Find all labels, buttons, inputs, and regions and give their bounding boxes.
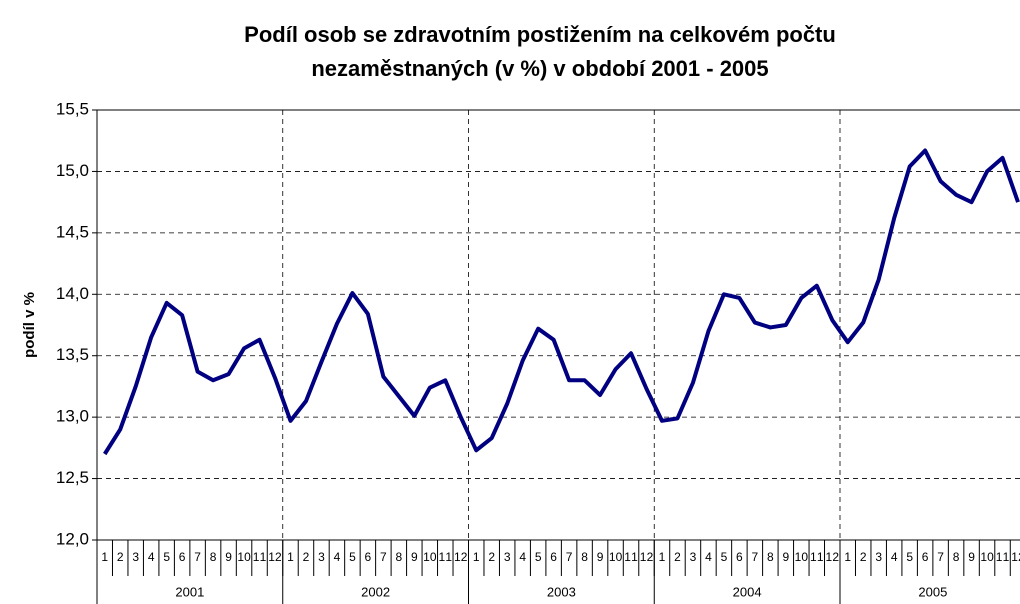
x-tick-label: 6 [736, 550, 743, 564]
x-tick-label: 12 [640, 550, 654, 564]
x-tick-label: 1 [659, 550, 666, 564]
x-tick-label: 5 [163, 550, 170, 564]
x-tick-label: 1 [473, 550, 480, 564]
x-tick-label: 4 [519, 550, 526, 564]
year-label: 2002 [361, 584, 390, 599]
x-tick-label: 7 [380, 550, 387, 564]
x-tick-label: 6 [922, 550, 929, 564]
x-tick-label: 4 [705, 550, 712, 564]
x-tick-label: 2 [674, 550, 681, 564]
year-label: 2001 [175, 584, 204, 599]
x-tick-label: 8 [396, 550, 403, 564]
x-tick-label: 6 [550, 550, 557, 564]
y-axis-label: podíl v % [21, 292, 38, 358]
y-tick-label: 13,5 [56, 345, 89, 364]
x-tick-label: 11 [253, 550, 267, 564]
x-tick-label: 12 [268, 550, 282, 564]
y-tick-label: 14,0 [56, 284, 89, 303]
plot-border [96, 109, 1020, 541]
x-tick-label: 5 [721, 550, 728, 564]
x-tick-label: 10 [980, 550, 994, 564]
x-tick-label: 10 [609, 550, 623, 564]
x-tick-label: 12 [454, 550, 468, 564]
x-tick-label: 5 [349, 550, 356, 564]
x-tick-label: 3 [504, 550, 511, 564]
x-tick-label: 9 [968, 550, 975, 564]
x-tick-label: 5 [535, 550, 542, 564]
x-tick-label: 7 [752, 550, 759, 564]
x-tick-label: 11 [439, 550, 453, 564]
x-tick-label: 6 [365, 550, 372, 564]
x-tick-label: 3 [690, 550, 697, 564]
data-line [103, 148, 1020, 456]
year-label: 2005 [918, 584, 947, 599]
x-tick-label: 3 [875, 550, 882, 564]
x-tick-label: 9 [782, 550, 789, 564]
x-tick-label: 8 [581, 550, 588, 564]
x-tick-label: 3 [318, 550, 325, 564]
y-tick-label: 12,5 [56, 468, 89, 487]
x-tick-label: 10 [795, 550, 809, 564]
x-tick-label: 7 [937, 550, 944, 564]
x-tick-label: 11 [624, 550, 638, 564]
x-tick-label: 11 [996, 550, 1010, 564]
x-tick-label: 12 [826, 550, 840, 564]
x-tick-label: 9 [597, 550, 604, 564]
x-tick-label: 10 [237, 550, 251, 564]
x-tick-label: 2 [117, 550, 124, 564]
y-tick-label: 15,0 [56, 161, 89, 180]
x-tick-label: 12 [1011, 550, 1020, 564]
y-tick-label: 15,5 [56, 99, 89, 118]
x-tick-label: 2 [488, 550, 495, 564]
x-tick-label: 4 [891, 550, 898, 564]
x-tick-label: 2 [303, 550, 310, 564]
x-tick-label: 10 [423, 550, 437, 564]
x-tick-label: 9 [411, 550, 418, 564]
x-tick-label: 8 [767, 550, 774, 564]
year-label: 2003 [547, 584, 576, 599]
x-tick-label: 4 [148, 550, 155, 564]
year-label: 2004 [733, 584, 762, 599]
x-tick-label: 7 [194, 550, 201, 564]
x-tick-label: 1 [101, 550, 108, 564]
x-tick-label: 8 [953, 550, 960, 564]
x-tick-label: 3 [132, 550, 139, 564]
x-tick-label: 1 [844, 550, 851, 564]
x-tick-label: 4 [334, 550, 341, 564]
chart-title: Podíl osob se zdravotním postižením na c… [244, 22, 836, 47]
x-tick-label: 9 [225, 550, 232, 564]
x-tick-label: 7 [566, 550, 573, 564]
x-tick-label: 1 [287, 550, 294, 564]
x-tick-label: 5 [906, 550, 913, 564]
y-tick-label: 13,0 [56, 407, 89, 426]
y-tick-label: 14,5 [56, 222, 89, 241]
chart-title: nezaměstnaných (v %) v období 2001 - 200… [311, 56, 768, 81]
x-tick-label: 2 [860, 550, 867, 564]
x-tick-label: 8 [210, 550, 217, 564]
x-tick-label: 11 [810, 550, 824, 564]
x-tick-label: 6 [179, 550, 186, 564]
y-tick-label: 12,0 [56, 529, 89, 548]
